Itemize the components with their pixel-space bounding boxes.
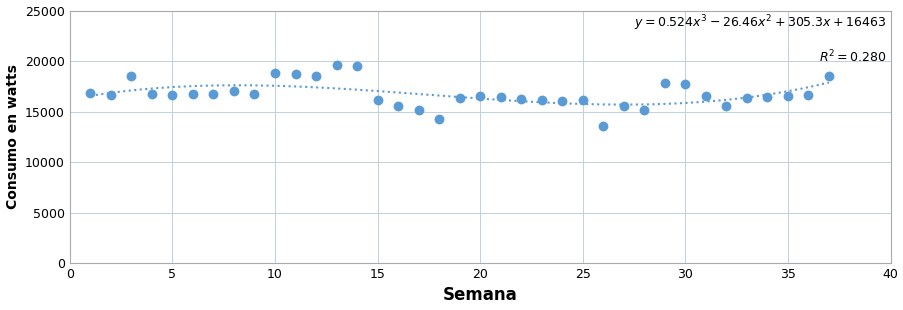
Point <box>719 104 733 109</box>
X-axis label: Semana: Semana <box>442 286 517 304</box>
Point <box>595 123 610 128</box>
Point <box>821 74 835 79</box>
Point <box>534 98 548 103</box>
Point <box>370 98 385 103</box>
Point <box>309 74 323 79</box>
Point <box>104 93 118 98</box>
Point <box>800 93 815 98</box>
Point <box>656 81 671 86</box>
Point <box>637 107 651 112</box>
Point <box>514 97 528 102</box>
Point <box>759 95 774 100</box>
Point <box>144 92 159 97</box>
Point <box>83 91 98 96</box>
Point <box>411 107 425 112</box>
Point <box>267 71 282 76</box>
Point <box>349 64 364 69</box>
Point <box>124 74 138 79</box>
Point <box>677 82 692 87</box>
Point <box>575 98 590 103</box>
Point <box>247 92 262 97</box>
Point <box>206 92 220 97</box>
Point <box>329 63 343 68</box>
Point <box>472 94 487 99</box>
Text: $R^2 = 0.280$: $R^2 = 0.280$ <box>818 48 886 65</box>
Point <box>452 96 466 101</box>
Point <box>185 92 200 97</box>
Point <box>288 72 303 77</box>
Point <box>739 96 753 101</box>
Point <box>165 93 180 98</box>
Point <box>554 99 569 104</box>
Point <box>493 95 507 100</box>
Text: $y = 0.524x^3 - 26.46x^2 + 305.3x + 16463$: $y = 0.524x^3 - 26.46x^2 + 305.3x + 1646… <box>633 13 886 33</box>
Y-axis label: Consumo en watts: Consumo en watts <box>5 64 20 209</box>
Point <box>390 104 405 109</box>
Point <box>227 89 241 94</box>
Point <box>616 104 630 109</box>
Point <box>780 94 795 99</box>
Point <box>698 94 712 99</box>
Point <box>432 116 446 121</box>
